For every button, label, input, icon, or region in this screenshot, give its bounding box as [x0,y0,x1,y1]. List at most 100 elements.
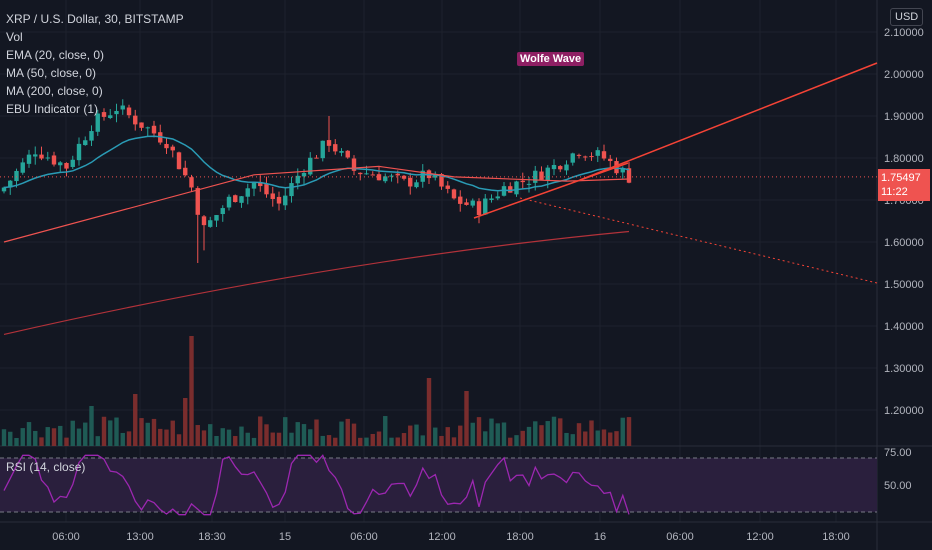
volume-bar [626,417,632,446]
candle-body [476,201,482,216]
candle-body [320,140,325,159]
candle-body [270,193,275,199]
legend-item-ma50[interactable]: MA (50, close, 0) [6,66,97,80]
volume-bar [95,436,100,446]
bar-countdown: 11:22 [881,186,908,198]
ma-200-line [3,230,630,335]
rsi-axis-label: 75.00 [884,447,912,459]
volume-bar [420,435,425,446]
candle-body [83,140,88,146]
candle-body [458,196,463,204]
candle-body [170,146,175,151]
volume-bar [339,421,344,446]
volume-bar [308,429,313,446]
volume-bar [464,391,469,446]
volume-bar [501,422,507,446]
candle-body [276,196,282,204]
volume-bar [620,417,625,446]
currency-button[interactable]: USD [890,8,924,26]
time-axis-label: 13:00 [126,531,154,543]
candle-body [345,150,350,158]
volume-bar [558,418,563,446]
candle-body [245,188,250,197]
volume-bar [345,418,350,446]
volume-bar [395,437,400,446]
candle-body [464,202,469,205]
rsi-axis-label: 50.00 [884,480,912,492]
volume-bar [101,416,107,446]
volume-bar [220,428,225,446]
rsi-line [3,454,630,516]
volume-bar [183,398,188,446]
volume-bar [458,425,463,446]
volume-bar [289,432,294,446]
volume-bar [1,429,7,446]
candle-body [626,168,632,183]
wolfe-wave-lower-line [473,162,629,219]
volume-bar [595,430,600,446]
volume-bar [351,423,357,446]
legend-item-ma200[interactable]: MA (200, close, 0) [6,84,103,98]
volume-bar [258,416,263,446]
volume-bar [333,437,338,446]
volume-bar [439,435,444,446]
volume-bar [133,394,138,446]
volume-bar [108,420,113,446]
chart-legend: XRP / U.S. Dollar, 30, BITSTAMP Vol EMA … [6,10,184,118]
candle-body [114,110,119,115]
candle-body [164,143,169,149]
candle-body [26,154,32,164]
volume-bar [364,437,369,446]
volume-bar [414,424,419,446]
candle-body [176,152,182,170]
candle-body [414,182,419,188]
ema-20-line [3,135,630,192]
candle-body [195,188,200,215]
candle-body [545,167,550,181]
candle-body [433,174,438,178]
candle-body [258,182,263,187]
candle-body [395,173,400,176]
legend-item-vol[interactable]: Vol [6,30,23,44]
legend-item-ebu[interactable]: EBU Indicator (1) [6,102,99,116]
volume-bar [214,435,219,446]
candle-body [483,198,488,215]
volume-bar [8,431,13,446]
price-axis-label: 2.10000 [884,27,924,39]
volume-bar [545,421,550,446]
volume-bar [326,435,332,446]
candle-body [539,171,544,180]
candle-body [608,158,613,162]
volume-bar [470,422,475,446]
volume-bar [358,437,363,446]
volume-bar [189,336,194,446]
price-axis-label: 1.60000 [884,237,924,249]
wolfe-wave-label[interactable]: Wolfe Wave [517,52,585,66]
legend-item-ema[interactable]: EMA (20, close, 0) [6,48,105,62]
symbol-title[interactable]: XRP / U.S. Dollar, 30, BITSTAMP [6,12,184,26]
candle-body [333,144,338,152]
candle-body [533,170,538,183]
candle-body [526,183,532,185]
candle-body [208,220,213,227]
volume-bar [126,431,132,446]
price-axis-label: 2.00000 [884,69,924,81]
candle-body [439,174,444,187]
rsi-legend[interactable]: RSI (14, close) [6,460,86,474]
volume-bar [39,437,44,446]
time-axis-label: 06:00 [52,531,80,543]
candle-body [58,162,63,166]
candle-body [108,115,113,119]
volume-bar [76,428,82,446]
time-axis-label: 16 [594,531,606,543]
volume-bar [608,432,613,446]
volume-bar [114,417,119,446]
volume-bar [476,417,482,446]
volume-bar [245,432,250,446]
price-axis-label: 1.80000 [884,153,924,165]
volume-bar [170,420,175,446]
volume-bar [551,416,557,446]
candle-body [351,158,357,171]
candle-body [145,127,150,129]
